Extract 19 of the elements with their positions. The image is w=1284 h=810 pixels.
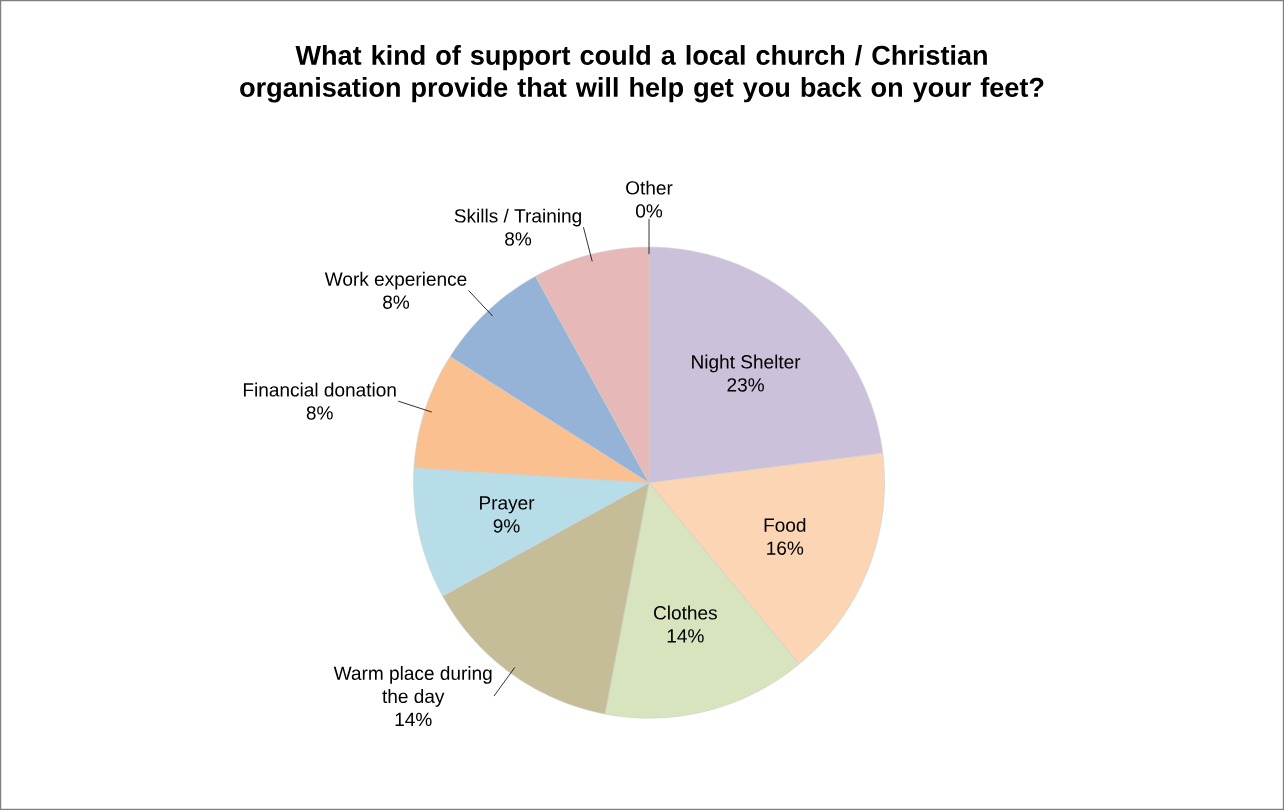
slice-label: Night Shelter [692, 354, 801, 373]
data-label: 8% [306, 406, 333, 420]
slice-label: Clothes [654, 605, 717, 620]
slice-label: Prayer [480, 496, 535, 514]
slice-label: Skills / Training [454, 208, 581, 227]
data-label: 8% [383, 295, 410, 309]
slice-label: Work experience [324, 271, 467, 290]
category-label: Other [626, 180, 673, 195]
data-label: 23% [727, 378, 764, 392]
slice-label: Food [764, 517, 806, 532]
data-label: 14% [395, 712, 432, 727]
data-label: 16% [767, 541, 804, 555]
data-label: 9% [493, 519, 520, 533]
chart-title: What kind of support could a local church / Christian organisation provide that will help get you back on your feet? [240, 45, 1044, 103]
text: 0% [636, 204, 663, 218]
data-label: 8% [505, 232, 532, 246]
slice-label: Financial donation [243, 382, 396, 397]
slice-label: Warm place during the day [333, 666, 492, 707]
data-label: 14% [667, 629, 704, 643]
